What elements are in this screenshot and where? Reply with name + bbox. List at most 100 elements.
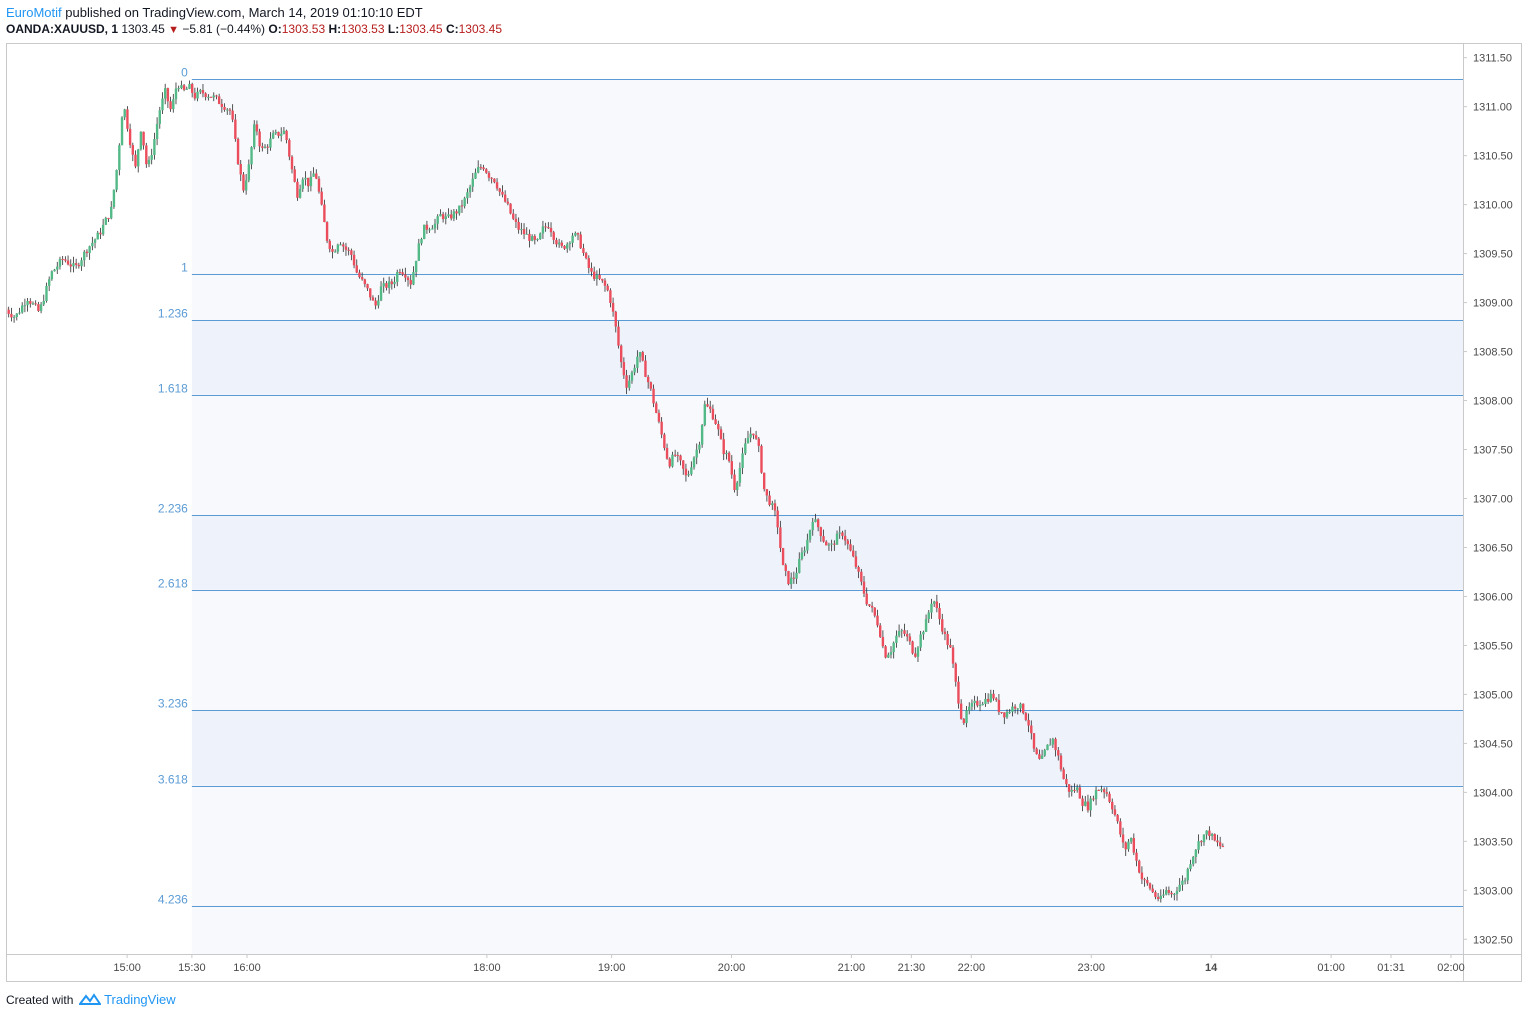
candle-body [177, 88, 180, 90]
candle-body [382, 283, 385, 287]
candle-body [433, 223, 437, 229]
tradingview-brand[interactable]: TradingView [104, 992, 176, 1007]
candle-body [196, 91, 199, 99]
candle-body [1078, 787, 1082, 799]
candle-body [223, 106, 226, 110]
candle-body [860, 571, 863, 582]
candle-body [682, 460, 685, 469]
y-tick-label: 1310.00 [1473, 200, 1513, 212]
candle-body [1027, 719, 1030, 726]
candle-body [547, 227, 550, 229]
candle-body [1113, 809, 1117, 815]
candle-body [959, 703, 963, 719]
candle-body [328, 240, 331, 249]
candle-body [630, 372, 634, 381]
candle-body [1146, 880, 1149, 884]
candle-body [83, 251, 86, 261]
candle-body [1159, 895, 1163, 899]
candle-body [320, 191, 323, 205]
y-tick-label: 1309.50 [1473, 249, 1513, 261]
candle-body [617, 326, 620, 346]
author-link[interactable]: EuroMotif [6, 5, 62, 20]
candle-body [474, 172, 477, 179]
candle-body [978, 705, 982, 707]
candle-body [428, 229, 431, 231]
candle-body [1156, 896, 1160, 899]
x-tick-label: 18:00 [473, 962, 501, 974]
low-label: L: [387, 22, 400, 36]
candle-body [843, 535, 847, 541]
candle-body [1162, 894, 1165, 896]
candle-body [981, 703, 984, 706]
candle-body [601, 278, 604, 281]
candle-body [74, 263, 78, 265]
candle-body [528, 233, 531, 241]
candle-body [396, 272, 399, 282]
candle-body [120, 117, 124, 146]
y-tick-label: 1304.50 [1473, 738, 1513, 750]
candle-body [636, 356, 639, 368]
candle-body [814, 519, 817, 522]
candle-body [126, 109, 129, 129]
candle-body [603, 280, 607, 286]
candle-body [350, 250, 353, 255]
candle-body [711, 408, 715, 420]
candle-body [290, 156, 294, 170]
candle-body [522, 229, 526, 235]
candle-body [7, 309, 10, 314]
candle-body [1102, 789, 1106, 793]
y-tick-label: 1311.00 [1473, 102, 1512, 114]
y-tick-label: 1305.00 [1473, 689, 1513, 701]
x-tick-label: 15:00 [113, 962, 141, 974]
candle-body [150, 154, 153, 160]
fib-label-3.618: 3.618 [158, 773, 188, 787]
candle-body [204, 93, 207, 98]
candle-body [471, 178, 474, 187]
candle-body [209, 96, 213, 98]
candle-body [347, 249, 350, 251]
candle-body [23, 305, 27, 307]
fibonacci-extension[interactable]: 0 1 1.236 1.618 2.236 2.618 3.236 3.618 4.236 [158, 66, 1463, 955]
candle-body [325, 222, 329, 241]
y-tick-label: 1308.50 [1473, 347, 1513, 359]
candle-body [441, 214, 445, 220]
candle-body [1013, 706, 1017, 709]
last-price: 1303.45 [121, 22, 165, 36]
candle-body [563, 245, 566, 249]
candle-body [460, 205, 464, 207]
candle-body [587, 258, 590, 268]
candle-body [690, 467, 693, 475]
candle-body [339, 244, 342, 246]
candle-body [139, 131, 143, 150]
candle-body [45, 285, 48, 301]
candle-body [50, 271, 54, 280]
candle-body [512, 213, 515, 219]
candle-body [819, 527, 823, 537]
candle-body [520, 229, 523, 231]
x-tick-label: 02:00 [1437, 962, 1465, 974]
candle-body [941, 619, 944, 632]
candle-body [215, 95, 218, 97]
candle-body [652, 388, 655, 404]
candle-body [444, 216, 447, 220]
candle-body [64, 259, 67, 261]
price-chart[interactable]: 0 1 1.236 1.618 2.236 2.618 3.236 3.618 4.236 13… [4, 43, 1522, 982]
candle-body [709, 406, 712, 409]
candle-body [757, 438, 760, 446]
chart-frame[interactable]: 0 1 1.236 1.618 2.236 2.618 3.236 3.618 4.236 13… [4, 43, 1522, 982]
candle-body [1186, 868, 1189, 881]
candle-body [258, 131, 261, 147]
candle-body [706, 404, 709, 407]
candle-body [358, 272, 361, 278]
candle-body [962, 718, 966, 724]
candle-body [495, 182, 499, 189]
candle-body [1051, 738, 1055, 745]
candle-body [1046, 744, 1049, 751]
candle-body [190, 83, 194, 93]
candle-body [1116, 814, 1119, 822]
candle-body [1135, 852, 1138, 861]
candle-body [986, 698, 990, 702]
candle-body [1167, 890, 1171, 893]
candle-body [771, 503, 774, 505]
candle-body [781, 548, 785, 566]
